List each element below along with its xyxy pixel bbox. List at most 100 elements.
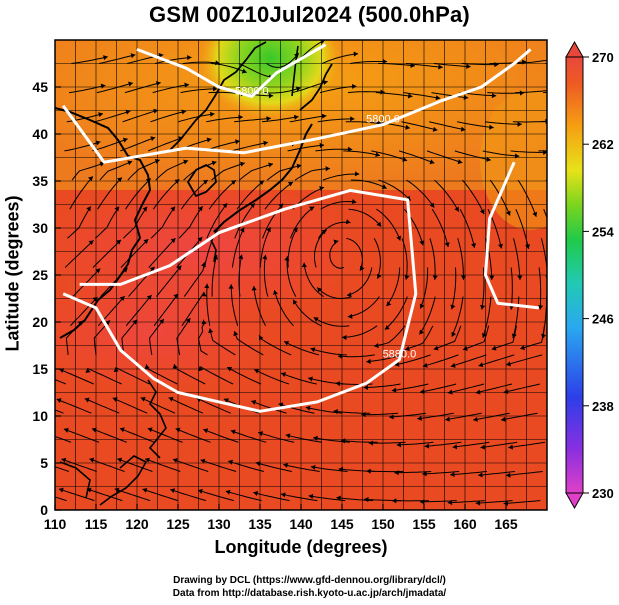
streamline-arrow <box>95 268 101 274</box>
streamline <box>197 489 234 502</box>
streamline-arrow <box>128 81 133 87</box>
streamline-arrow <box>547 88 552 93</box>
streamline <box>317 221 351 239</box>
streamline-arrow <box>482 332 487 338</box>
streamline-arrow <box>478 472 483 478</box>
streamline-arrow <box>322 79 328 85</box>
streamline-arrow <box>201 292 207 297</box>
streamline <box>368 441 406 444</box>
streamline <box>478 471 515 476</box>
streamline-arrow <box>200 458 206 464</box>
streamline <box>121 319 138 355</box>
streamline-arrow <box>235 139 240 145</box>
streamline <box>183 262 206 297</box>
streamline <box>117 458 153 472</box>
streamline <box>389 412 427 418</box>
streamline <box>264 87 301 94</box>
streamline-arrow <box>486 156 491 162</box>
streamline <box>238 163 274 181</box>
colorbar-tick-label: 230 <box>592 486 614 501</box>
streamline-arrow <box>404 274 410 280</box>
streamline <box>178 206 204 239</box>
streamline <box>148 137 184 152</box>
streamline-arrow <box>142 206 148 212</box>
streamline <box>404 325 434 351</box>
streamline <box>347 296 380 318</box>
streamline <box>180 88 218 94</box>
streamline <box>55 466 69 472</box>
streamline-arrow <box>143 239 149 244</box>
streamline-arrow <box>451 331 457 337</box>
streamline-arrow <box>541 333 547 339</box>
colorbar-tick-label: 254 <box>592 224 614 239</box>
streamline-arrow <box>508 444 513 450</box>
streamline-arrow <box>61 457 67 463</box>
streamline-arrow <box>325 166 330 172</box>
streamline <box>512 296 520 339</box>
streamline-arrow <box>100 83 106 89</box>
streamline <box>234 202 256 239</box>
streamline-arrow <box>183 159 189 165</box>
streamline-arrow <box>204 283 210 289</box>
streamline-arrow <box>432 275 438 280</box>
streamline-arrow <box>350 116 355 122</box>
streamline-arrow <box>147 427 153 433</box>
streamline-arrow <box>447 389 453 395</box>
colorbar: 230 238 246 254 262 270 <box>565 40 614 510</box>
streamline <box>287 144 325 152</box>
streamline <box>350 61 388 64</box>
streamline-arrow <box>295 86 301 92</box>
streamline <box>484 121 522 125</box>
streamline-arrow <box>471 243 477 248</box>
streamline <box>285 434 323 443</box>
streamline-arrow <box>84 397 90 403</box>
streamline-arrow <box>292 227 298 233</box>
streamline-arrow <box>266 227 271 233</box>
streamline-arrow <box>396 442 402 448</box>
x-tick-label: 160 <box>453 516 477 532</box>
streamline-arrow <box>389 414 394 420</box>
streamline-arrow <box>85 368 91 373</box>
streamline <box>206 116 243 123</box>
streamline <box>92 138 128 152</box>
streamline-arrow <box>404 345 410 351</box>
streamline-arrow <box>127 160 133 166</box>
y-tick-label: 10 <box>32 408 48 424</box>
streamline <box>422 354 459 367</box>
streamline-arrow <box>346 292 352 298</box>
streamline <box>287 227 299 268</box>
streamline-arrow <box>225 489 231 495</box>
streamline <box>447 500 485 504</box>
streamline <box>384 296 408 330</box>
streamline-arrow <box>211 160 217 166</box>
streamline-arrow <box>417 415 422 421</box>
streamline-arrow <box>153 108 159 114</box>
streamline-arrow <box>506 472 511 478</box>
streamline-arrow <box>319 142 325 148</box>
streamline-arrow <box>58 487 64 493</box>
streamline <box>322 53 359 64</box>
streamline-arrow <box>337 353 343 359</box>
streamline <box>206 202 228 239</box>
streamline-arrow <box>519 90 525 96</box>
temperature-field <box>55 40 547 510</box>
streamline <box>182 61 220 64</box>
streamline-arrow <box>86 206 91 212</box>
streamline-arrow <box>130 53 136 59</box>
streamline <box>350 179 387 189</box>
streamline-arrow <box>197 206 203 212</box>
streamline-arrow <box>394 361 400 367</box>
streamline <box>342 325 378 338</box>
streamline <box>374 325 406 347</box>
streamline <box>153 293 179 327</box>
streamline-arrow <box>228 284 234 289</box>
streamline-arrow <box>36 428 41 433</box>
x-tick-label: 130 <box>207 516 231 532</box>
streamline <box>140 397 176 414</box>
streamline-arrow <box>444 242 450 248</box>
streamline <box>63 428 100 443</box>
streamline-arrow <box>491 93 497 99</box>
streamline <box>481 267 485 310</box>
axis-ticks: 110 115 120 125 130 135 140 145 150 155 160 165 0 5 10… <box>32 79 517 532</box>
streamline-arrow <box>475 500 481 506</box>
